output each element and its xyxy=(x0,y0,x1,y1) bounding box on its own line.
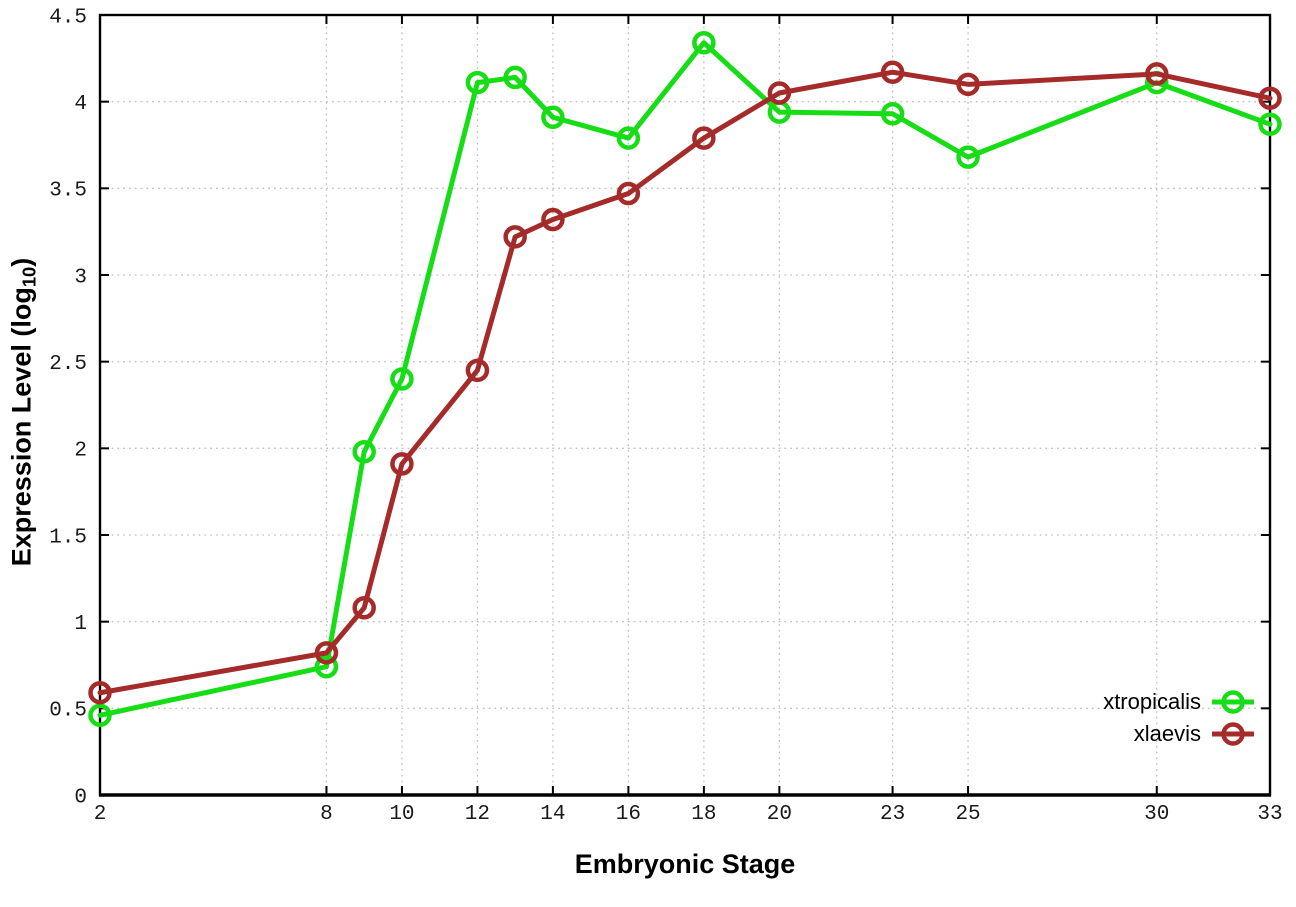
y-axis-label: Expression Level (log10) xyxy=(6,258,40,567)
x-tick-label: 23 xyxy=(880,803,905,826)
data-point-xtropicalis xyxy=(616,126,641,150)
data-point-xlaevis xyxy=(1145,62,1169,86)
data-point-xtropicalis xyxy=(352,440,376,464)
x-tick-label: 33 xyxy=(1257,803,1282,826)
data-point-xtropicalis xyxy=(956,145,980,169)
x-tick-label: 12 xyxy=(465,803,490,826)
data-point-xlaevis xyxy=(956,72,980,97)
x-tick-label: 14 xyxy=(540,803,565,826)
data-point-xlaevis xyxy=(314,641,339,665)
data-point-xtropicalis xyxy=(692,30,716,55)
series-line-xlaevis xyxy=(97,69,1273,696)
y-tick-label: 4.5 xyxy=(49,6,87,29)
data-point-xlaevis xyxy=(767,81,792,105)
data-point-xlaevis xyxy=(541,207,565,232)
x-tick-label: 25 xyxy=(955,803,980,826)
legend-marker-xtropicalis xyxy=(1212,689,1254,714)
y-tick-label: 3 xyxy=(74,266,87,289)
legend-item-xlaevis: xlaevis xyxy=(1103,718,1256,749)
data-point-xlaevis xyxy=(880,60,905,84)
data-point-xtropicalis xyxy=(314,654,339,679)
data-point-xlaevis xyxy=(503,225,527,249)
x-tick-label: 16 xyxy=(616,803,641,826)
x-tick-label: 30 xyxy=(1144,803,1169,826)
chart-legend: xtropicalis xlaevis xyxy=(1103,686,1256,749)
legend-marker-xlaevis xyxy=(1212,721,1254,746)
y-tick-label: 1 xyxy=(74,613,87,636)
y-axis-label-text: Expression Level (log xyxy=(6,287,37,567)
y-tick-label: 1.5 xyxy=(49,526,87,549)
data-point-xlaevis xyxy=(1258,86,1282,110)
data-point-xtropicalis xyxy=(390,367,414,391)
data-point-xlaevis xyxy=(390,452,414,476)
y-axis-label-subscript: 10 xyxy=(18,266,40,288)
x-tick-label: 18 xyxy=(691,803,716,826)
x-tick-label: 2 xyxy=(94,803,107,826)
data-point-xlaevis xyxy=(692,126,716,150)
x-axis-label: Embryonic Stage xyxy=(574,849,796,879)
data-point-xlaevis xyxy=(352,596,376,620)
data-point-xtropicalis xyxy=(88,703,112,728)
data-point-xtropicalis xyxy=(465,70,490,95)
y-tick-label: 4 xyxy=(74,93,87,116)
y-tick-label: 2.5 xyxy=(49,353,87,376)
y-tick-label: 0 xyxy=(74,786,87,809)
series-line-xtropicalis xyxy=(97,40,1273,718)
y-tick-label: 0.5 xyxy=(49,700,87,723)
legend-label-xtropicalis: xtropicalis xyxy=(1103,688,1201,714)
data-point-xtropicalis xyxy=(880,102,905,126)
y-tick-label: 3.5 xyxy=(49,180,87,203)
x-tick-label: 10 xyxy=(389,803,414,826)
y-tick-label: 2 xyxy=(74,440,87,463)
data-point-xlaevis xyxy=(616,181,641,206)
data-point-xlaevis xyxy=(88,680,112,705)
x-tick-label: 8 xyxy=(320,803,333,826)
data-point-xtropicalis xyxy=(1258,112,1282,136)
data-point-xtropicalis xyxy=(541,105,565,130)
legend-item-xtropicalis: xtropicalis xyxy=(1103,686,1256,717)
data-point-xtropicalis xyxy=(503,65,527,90)
legend-label-xlaevis: xlaevis xyxy=(1133,720,1201,746)
data-point-xlaevis xyxy=(465,358,490,383)
x-tick-label: 20 xyxy=(767,803,792,826)
